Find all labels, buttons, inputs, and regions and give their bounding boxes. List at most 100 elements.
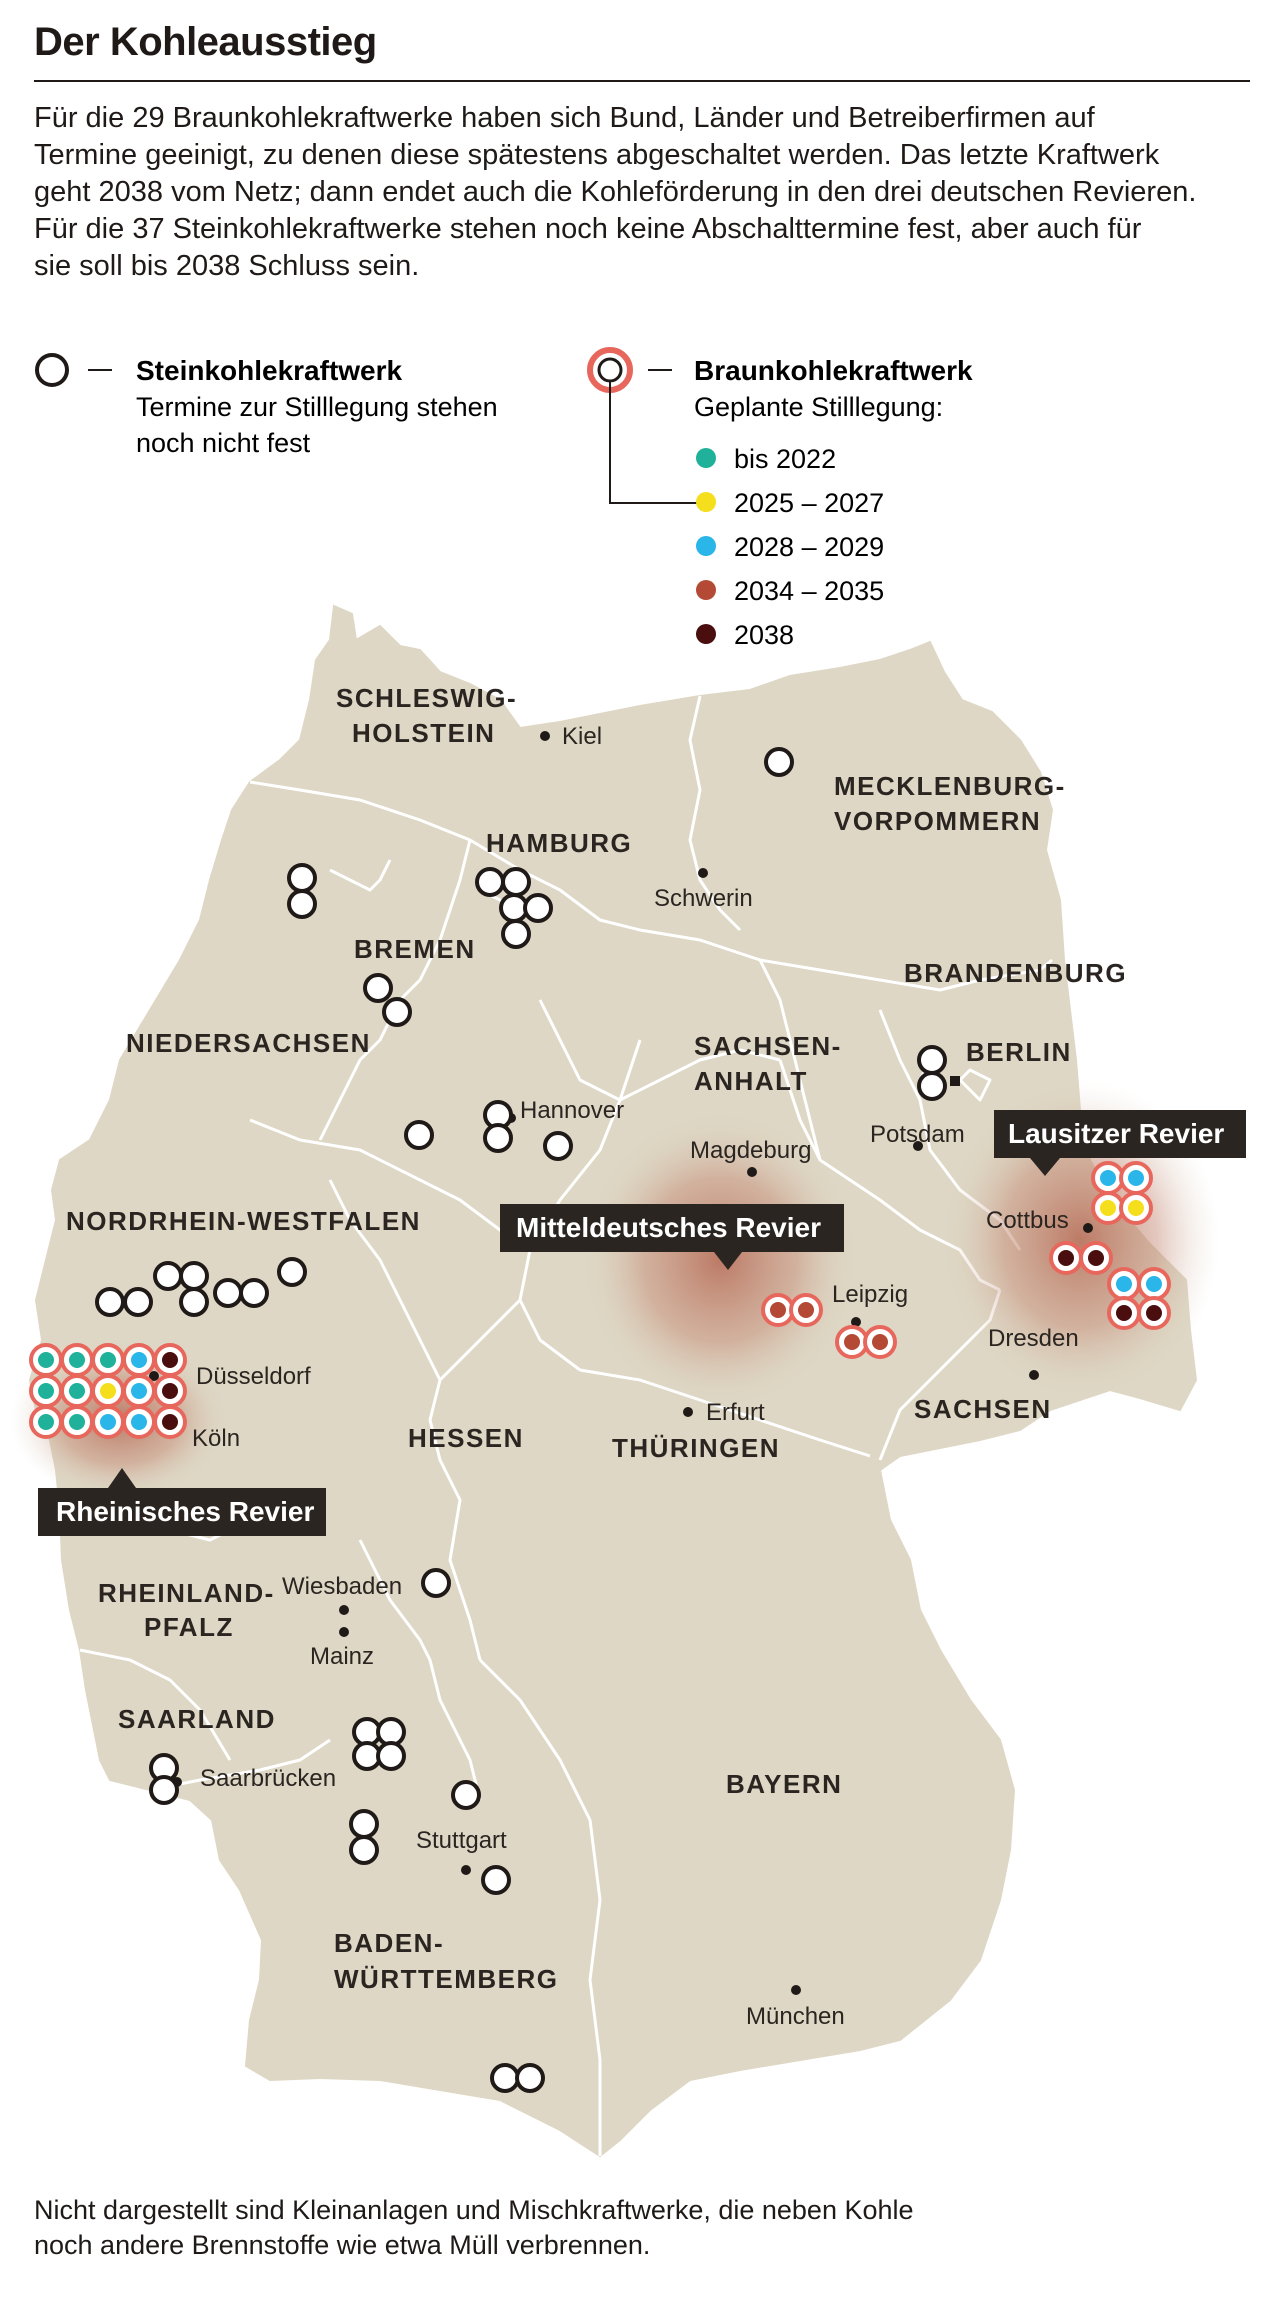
footer-note: Nicht dargestellt sind Kleinanlagen und … [34, 2193, 1234, 2263]
city-dot [339, 1605, 349, 1615]
legend-dot-bis-2022 [696, 448, 716, 468]
city-dot [540, 731, 550, 741]
state-label: BREMEN [354, 934, 476, 964]
braunkohle-plant-dot [770, 1302, 786, 1318]
legend-label: 2038 [734, 620, 794, 650]
intro-line: Termine geeinigt, zu denen diese spätest… [34, 139, 1160, 171]
rheinisches-revier-pointer [108, 1468, 136, 1488]
steinkohle-plant-symbol [149, 1775, 179, 1805]
braunkohle-plant-dot [1146, 1305, 1162, 1321]
braunkohle-plant-dot [69, 1352, 85, 1368]
steinkohle-plant-symbol [179, 1261, 209, 1291]
city-dot [1029, 1370, 1039, 1380]
city-label: Erfurt [706, 1399, 765, 1426]
city-dot [683, 1407, 693, 1417]
lausitzer-revier-pointer [1030, 1158, 1060, 1176]
legend-dot-2025-2027 [696, 492, 716, 512]
lausitzer-revier-label: Lausitzer Revier [1008, 1118, 1224, 1149]
steinkohle-plant-symbol [917, 1045, 947, 1075]
braunkohle-plant-dot [38, 1383, 54, 1399]
steinkohle-plant-symbol [481, 1865, 511, 1895]
footer-line: noch andere Brennstoffe wie etwa Müll ve… [34, 2230, 651, 2260]
intro-text: Für die 29 Braunkohlekraftwerke haben si… [34, 100, 1224, 285]
state-label: RHEINLAND- [98, 1578, 275, 1608]
steinkohle-plant-symbol [523, 893, 553, 923]
city-label: Köln [192, 1425, 240, 1452]
city-label: Magdeburg [690, 1137, 811, 1164]
steinkohle-plant-symbol [764, 747, 794, 777]
legend-dot-2038 [696, 624, 716, 644]
steinkohle-plant-symbol [153, 1261, 183, 1291]
intro-line: sie soll bis 2038 Schluss sein. [34, 250, 420, 282]
state-label: THÜRINGEN [612, 1433, 780, 1463]
city-label: Leipzig [832, 1281, 908, 1308]
intro-line: Für die 37 Steinkohlekraftwerke stehen n… [34, 213, 1142, 245]
state-label: NIEDERSACHSEN [126, 1028, 371, 1058]
state-label: HESSEN [408, 1423, 524, 1453]
cities: Kiel Schwerin Hannover Magdeburg Potsdam… [149, 723, 1093, 2030]
braunkohle-plant-dot [844, 1334, 860, 1350]
braunkohle-plant-dot [69, 1414, 85, 1430]
braunkohle-plant-dot [1128, 1200, 1144, 1216]
city-label: Kiel [562, 723, 602, 750]
rheinisches-revier-label: Rheinisches Revier [56, 1496, 314, 1527]
steinkohle-legend-symbol [35, 353, 69, 387]
intro-line: geht 2038 vom Netz; dann endet auch die … [34, 176, 1197, 208]
berlin-marker [950, 1076, 960, 1086]
city-dot [461, 1865, 471, 1875]
revier-callouts: Lausitzer Revier Mitteldeutsches Revier … [38, 1110, 1246, 1536]
steinkohle-plant-symbol [501, 867, 531, 897]
braunkohle-legend-sub: Geplante Stilllegung: [694, 392, 943, 422]
mitteldeutsches-revier-label: Mitteldeutsches Revier [516, 1212, 821, 1243]
braunkohle-plant-dot [872, 1334, 888, 1350]
state-label: VORPOMMERN [834, 806, 1041, 836]
braunkohle-plant-dot [100, 1414, 116, 1430]
braunkohle-plant-dot [1146, 1276, 1162, 1292]
braunkohle-plant-dot [38, 1414, 54, 1430]
legend-label: 2025 – 2027 [734, 488, 884, 518]
braunkohle-plant-dot [1100, 1170, 1116, 1186]
steinkohle-plant-symbol [501, 919, 531, 949]
state-label: PFALZ [144, 1612, 234, 1642]
braunkohle-plant-dot [1058, 1250, 1074, 1266]
steinkohle-plant-symbol [404, 1120, 434, 1150]
intro-line: Für die 29 Braunkohlekraftwerke haben si… [34, 102, 1095, 134]
steinkohle-plant-symbol [917, 1071, 947, 1101]
steinkohle-plant-symbol [287, 863, 317, 893]
legend: Steinkohlekraftwerk Termine zur Stillleg… [35, 347, 973, 650]
steinkohle-plant-symbol [239, 1278, 269, 1308]
city-dot [791, 1985, 801, 1995]
state-label: NORDRHEIN-WESTFALEN [66, 1206, 421, 1236]
city-dot [747, 1167, 757, 1177]
city-dot [339, 1627, 349, 1637]
city-dot [698, 868, 708, 878]
steinkohle-plant-symbol [179, 1287, 209, 1317]
legend-label: 2028 – 2029 [734, 532, 884, 562]
city-label: München [746, 2003, 845, 2030]
steinkohle-plant-symbol [349, 1835, 379, 1865]
steinkohle-plant-symbol [451, 1780, 481, 1810]
city-label: Dresden [988, 1325, 1079, 1352]
braunkohle-plant-dot [38, 1352, 54, 1368]
city-dot [851, 1317, 861, 1327]
page-title: Der Kohleausstieg [34, 20, 377, 64]
state-label: SACHSEN- [694, 1031, 842, 1061]
state-label: BAYERN [726, 1769, 842, 1799]
state-labels: SCHLESWIG- HOLSTEIN MECKLENBURG- VORPOMM… [66, 683, 1126, 1994]
braunkohle-plant-dot [162, 1352, 178, 1368]
braunkohle-plant-dot [1128, 1170, 1144, 1186]
mitteldeutsches-revier-pointer [714, 1252, 742, 1270]
braunkohle-plant-dot [131, 1383, 147, 1399]
legend-dot-2034-2035 [696, 580, 716, 600]
legend-label: 2034 – 2035 [734, 576, 884, 606]
braunkohle-plant-dot [1116, 1305, 1132, 1321]
rheinisches-revier-box [38, 1488, 326, 1536]
city-label: Wiesbaden [282, 1573, 402, 1600]
steinkohle-legend-title: Steinkohlekraftwerk [136, 355, 403, 386]
city-label: Mainz [310, 1643, 374, 1670]
braunkohle-plant-dot [162, 1414, 178, 1430]
city-label: Stuttgart [416, 1827, 507, 1854]
city-label: Schwerin [654, 885, 753, 912]
state-label: BERLIN [966, 1037, 1072, 1067]
